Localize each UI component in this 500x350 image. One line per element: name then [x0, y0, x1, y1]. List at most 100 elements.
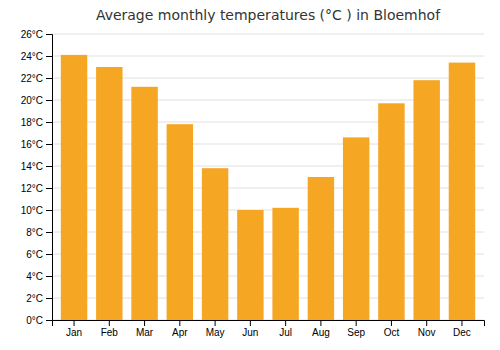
- tick-mark: [46, 320, 52, 321]
- x-tick: Jun: [242, 320, 258, 338]
- tick-mark: [46, 210, 52, 211]
- axis-line: [53, 321, 485, 327]
- x-tick: Feb: [101, 320, 119, 338]
- tick-label: Aug: [312, 327, 330, 338]
- tick-mark: [285, 320, 286, 326]
- tick-label: 0°C: [26, 315, 43, 326]
- y-tick: 18°C: [21, 117, 52, 128]
- tick-label: 18°C: [21, 117, 43, 128]
- x-tick: Dec: [453, 320, 471, 338]
- tick-label: Jul: [279, 327, 292, 338]
- x-tick: Jan: [66, 320, 82, 338]
- bar: [96, 67, 122, 320]
- bar: [61, 55, 87, 320]
- x-tick: Nov: [418, 320, 436, 338]
- tick-label: Jan: [66, 327, 82, 338]
- y-tick: 16°C: [21, 139, 52, 150]
- y-tick: 22°C: [21, 73, 52, 84]
- bar: [413, 80, 439, 320]
- tick-mark: [461, 320, 462, 326]
- bar: [272, 208, 298, 320]
- bar: [167, 124, 193, 320]
- tick-label: Dec: [453, 327, 471, 338]
- chart: 0°C 2°C 4°C 6°C 8°C 10°C 12°C 14°C 16°C 18°C 20°C 2…: [0, 0, 500, 350]
- tick-mark: [215, 320, 216, 326]
- y-tick: 4°C: [26, 271, 52, 282]
- grid: [52, 34, 484, 320]
- tick-label: Oct: [384, 327, 400, 338]
- tick-label: Apr: [172, 327, 188, 338]
- tick-mark: [46, 100, 52, 101]
- tick-label: Mar: [136, 327, 154, 338]
- y-tick: 26°C: [21, 29, 52, 40]
- y-tick: 12°C: [21, 183, 52, 194]
- bar: [237, 210, 263, 320]
- x-axis: Jan Feb Mar Apr May Jun Jul Aug Sep Oct Nov Dec: [53, 320, 485, 338]
- tick-label: 22°C: [21, 73, 43, 84]
- tick-label: May: [206, 327, 225, 338]
- tick-mark: [356, 320, 357, 326]
- tick-label: 4°C: [26, 271, 43, 282]
- tick-mark: [46, 232, 52, 233]
- tick-mark: [46, 298, 52, 299]
- tick-label: 14°C: [21, 161, 43, 172]
- tick-mark: [46, 188, 52, 189]
- bar: [343, 137, 369, 320]
- tick-mark: [250, 320, 251, 326]
- tick-label: 26°C: [21, 29, 43, 40]
- y-tick: 20°C: [21, 95, 52, 106]
- tick-mark: [46, 122, 52, 123]
- grid-line: [52, 56, 484, 57]
- y-tick: 10°C: [21, 205, 52, 216]
- tick-label: 16°C: [21, 139, 43, 150]
- tick-mark: [426, 320, 427, 326]
- x-tick: Sep: [347, 320, 365, 338]
- tick-mark: [46, 144, 52, 145]
- tick-mark: [46, 56, 52, 57]
- y-axis: 0°C 2°C 4°C 6°C 8°C 10°C 12°C 14°C 16°C 18°C 20°C 2…: [21, 29, 53, 326]
- x-tick: Oct: [384, 320, 400, 338]
- tick-label: 12°C: [21, 183, 43, 194]
- tick-label: Sep: [347, 327, 365, 338]
- y-tick: 2°C: [26, 293, 52, 304]
- tick-mark: [46, 166, 52, 167]
- tick-label: 6°C: [26, 249, 43, 260]
- grid-line: [52, 34, 484, 35]
- title: Average monthly temperatures (°C ) in Bl…: [96, 7, 441, 23]
- tick-mark: [391, 320, 392, 326]
- bar: [131, 87, 157, 320]
- tick-mark: [109, 320, 110, 326]
- marks: [61, 55, 475, 320]
- tick-label: 8°C: [26, 227, 43, 238]
- y-tick: 24°C: [21, 51, 52, 62]
- tick-label: Feb: [101, 327, 119, 338]
- tick-label: 10°C: [21, 205, 43, 216]
- tick-mark: [320, 320, 321, 326]
- tick-label: 2°C: [26, 293, 43, 304]
- bar: [202, 168, 228, 320]
- tick-label: Nov: [418, 327, 436, 338]
- tick-mark: [144, 320, 145, 326]
- tick-label: Jun: [242, 327, 258, 338]
- plot: 0°C 2°C 4°C 6°C 8°C 10°C 12°C 14°C 16°C 18°C 20°C 2…: [21, 29, 485, 338]
- tick-mark: [46, 254, 52, 255]
- x-tick: Mar: [136, 320, 154, 338]
- bar: [308, 177, 334, 320]
- y-tick: 0°C: [26, 315, 52, 326]
- x-tick: Aug: [312, 320, 330, 338]
- x-tick: Jul: [279, 320, 292, 338]
- bar: [449, 63, 475, 320]
- y-tick: 6°C: [26, 249, 52, 260]
- tick-mark: [46, 34, 52, 35]
- tick-mark: [46, 78, 52, 79]
- y-tick: 14°C: [21, 161, 52, 172]
- x-tick: May: [206, 320, 225, 338]
- tick-label: 24°C: [21, 51, 43, 62]
- y-tick: 8°C: [26, 227, 52, 238]
- tick-mark: [74, 320, 75, 326]
- tick-label: 20°C: [21, 95, 43, 106]
- tick-mark: [46, 276, 52, 277]
- x-tick: Apr: [172, 320, 188, 338]
- axis-line: [46, 35, 53, 321]
- tick-mark: [179, 320, 180, 326]
